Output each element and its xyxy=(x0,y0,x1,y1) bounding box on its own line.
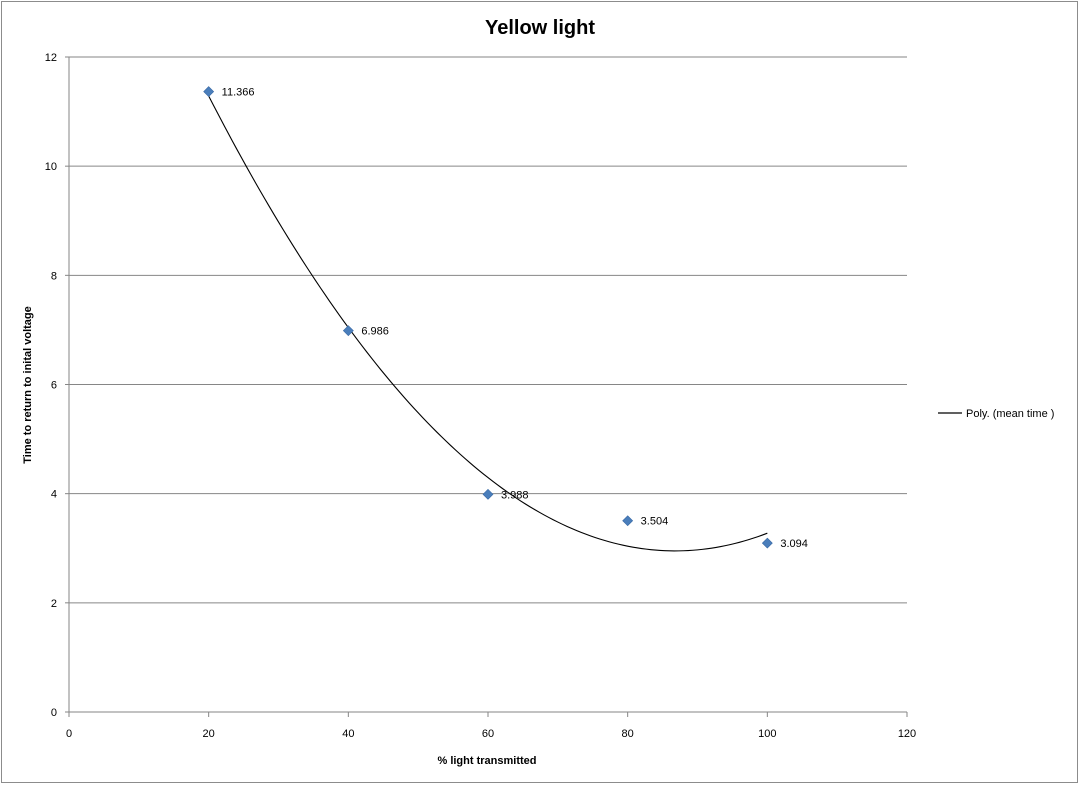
trendline xyxy=(208,95,768,552)
data-label: 3.504 xyxy=(641,516,669,528)
y-axis-title: Time to return to inital voltage xyxy=(22,306,34,463)
y-tick-label: 6 xyxy=(51,380,57,392)
y-tick-label: 10 xyxy=(45,161,57,173)
data-point-marker xyxy=(342,325,354,337)
data-points xyxy=(203,86,773,549)
x-tick-label: 40 xyxy=(342,728,354,740)
legend-trendline-label: Poly. (mean time ) xyxy=(966,408,1054,420)
x-axis-title: % light transmitted xyxy=(437,755,536,767)
y-tick-label: 0 xyxy=(51,707,57,719)
data-point-marker xyxy=(482,488,494,500)
gridlines xyxy=(69,56,907,604)
data-point-marker xyxy=(761,537,773,549)
y-tick-label: 4 xyxy=(51,489,57,501)
x-tick-label: 100 xyxy=(758,728,776,740)
data-label: 3.988 xyxy=(501,489,529,501)
data-point-marker xyxy=(622,515,634,527)
x-tick-label: 120 xyxy=(898,728,916,740)
x-tick-label: 80 xyxy=(622,728,634,740)
x-tick-label: 20 xyxy=(203,728,215,740)
data-point-marker xyxy=(203,86,215,98)
x-tick-label: 0 xyxy=(66,728,72,740)
chart-title: Yellow light xyxy=(485,17,595,39)
trendline-layer xyxy=(208,95,768,552)
data-labels: 11.366 6.986 3.988 3.504 3.094 xyxy=(222,87,808,551)
data-label: 3.094 xyxy=(780,538,808,550)
data-label: 6.986 xyxy=(361,326,389,338)
y-tick-label: 8 xyxy=(51,270,57,282)
y-tick-label: 2 xyxy=(51,598,57,610)
x-tick-label: 60 xyxy=(482,728,494,740)
y-tick-label: 12 xyxy=(45,52,57,64)
data-label: 11.366 xyxy=(222,87,255,99)
legend: Poly. (mean time ) xyxy=(938,408,1054,420)
